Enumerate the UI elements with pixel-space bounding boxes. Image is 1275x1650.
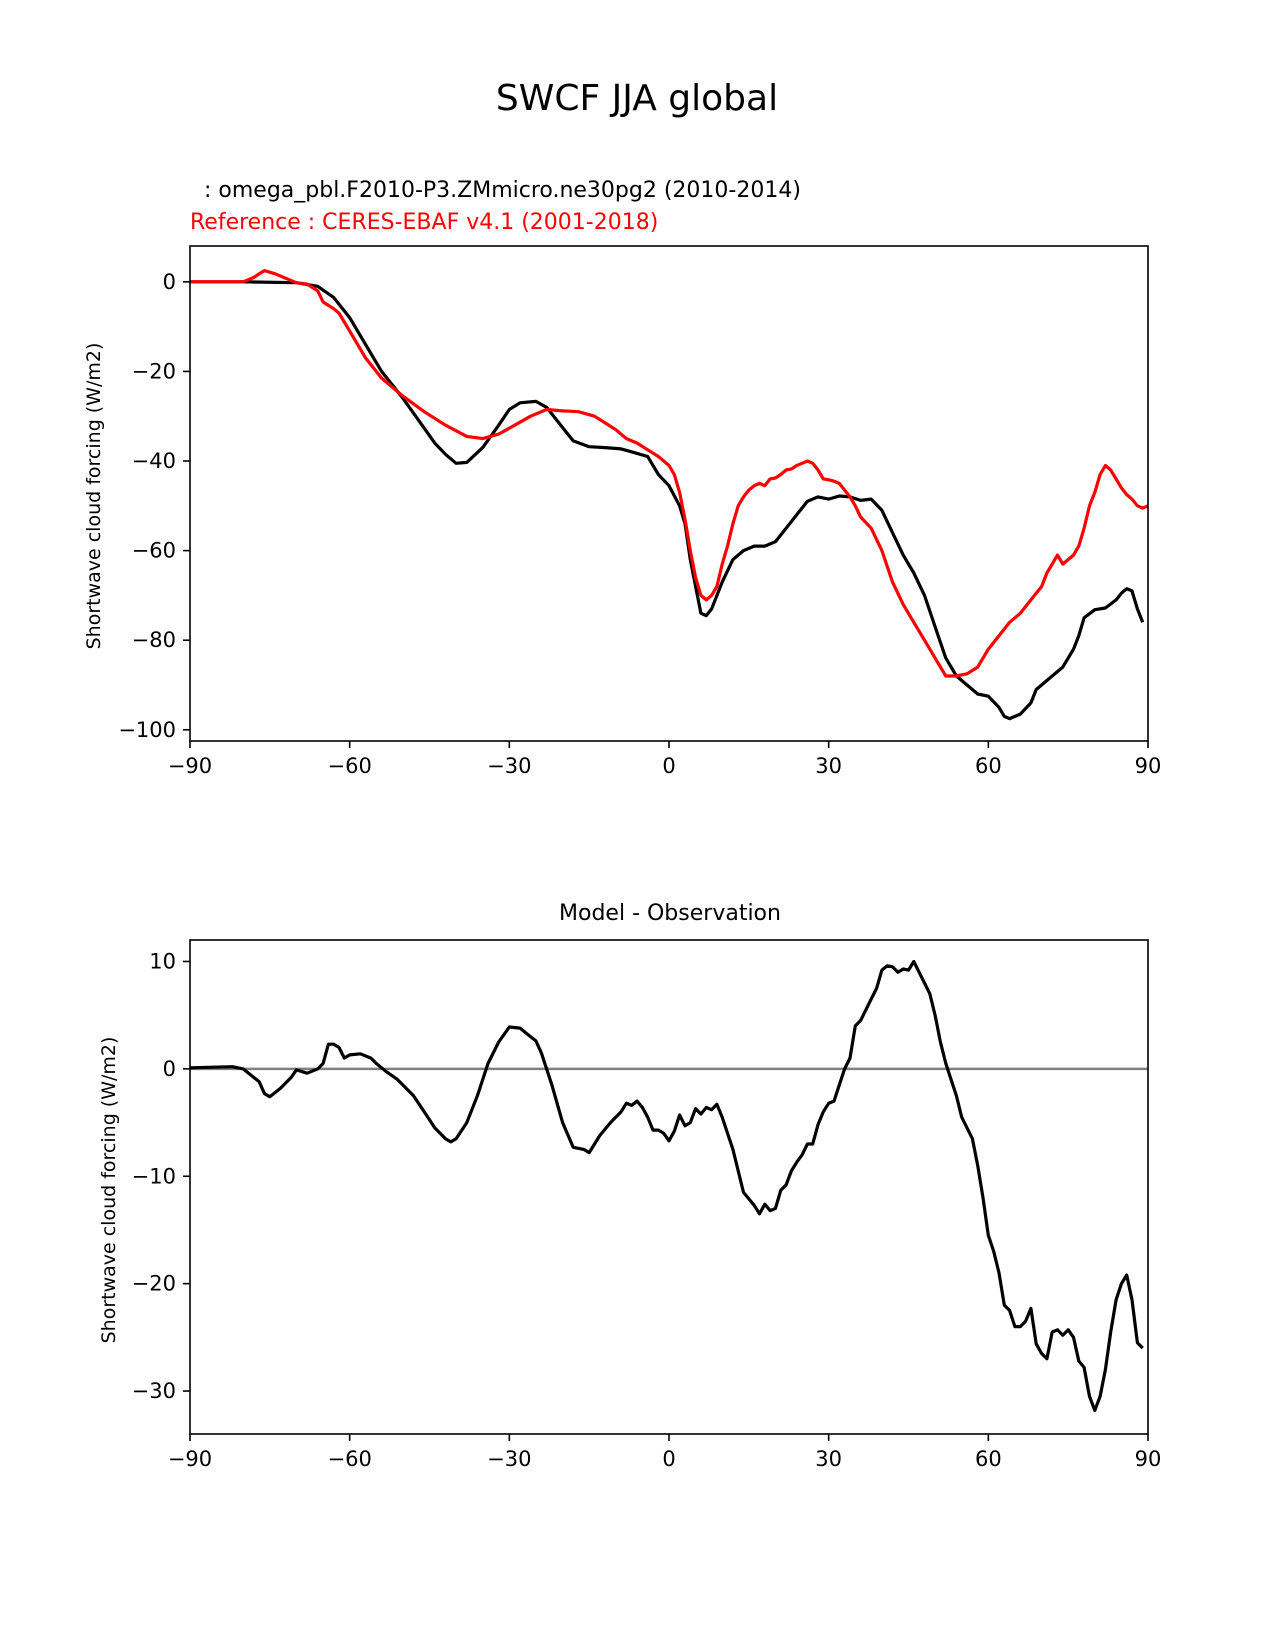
top-series-reference xyxy=(190,269,1149,678)
bottom-x-tick-label: 0 xyxy=(662,1447,675,1471)
bottom-x-tick-label: −60 xyxy=(328,1447,372,1471)
bottom-chart: Model - Observation Shortwave cloud forc… xyxy=(98,901,1161,1471)
bottom-x-tick-label: 90 xyxy=(1135,1447,1162,1471)
reference-legend-label: Reference : CERES-EBAF v4.1 (2001-2018) xyxy=(190,210,658,235)
top-x-tick-label: −60 xyxy=(328,754,372,778)
bottom-x-tick-label: 60 xyxy=(975,1447,1002,1471)
bottom-y-tick-label: 0 xyxy=(163,1057,176,1081)
bottom-y-tick-label: −30 xyxy=(132,1379,176,1403)
bottom-x-tick-label: 30 xyxy=(815,1447,842,1471)
top-y-tick-label: −100 xyxy=(118,718,176,742)
top-x-tick-label: −30 xyxy=(487,754,531,778)
top-y-tick-label: −80 xyxy=(132,628,176,652)
top-y-tick-label: 0 xyxy=(163,270,176,294)
top-y-tick-label: −40 xyxy=(132,449,176,473)
top-plot-frame xyxy=(189,245,1149,742)
bottom-y-tick-label: 10 xyxy=(149,949,176,973)
top-series-model xyxy=(190,280,1145,721)
test-legend-label: : omega_pbl.F2010-P3.ZMmicro.ne30pg2 (20… xyxy=(190,178,801,203)
top-y-tick-label: −60 xyxy=(132,539,176,563)
top-x-tick-label: 30 xyxy=(815,754,842,778)
top-y-axis-label: Shortwave cloud forcing (W/m2) xyxy=(83,343,105,650)
bottom-x-tick-label: −30 xyxy=(487,1447,531,1471)
bottom-chart-title: Model - Observation xyxy=(559,901,781,926)
bottom-plot-frame xyxy=(189,939,1149,1435)
bottom-x-tick-label: −90 xyxy=(168,1447,212,1471)
top-x-tick-label: 60 xyxy=(975,754,1002,778)
bottom-y-tick-label: −10 xyxy=(132,1164,176,1188)
top-x-tick-label: 0 xyxy=(662,754,675,778)
bottom-y-axis-label: Shortwave cloud forcing (W/m2) xyxy=(98,1037,120,1344)
top-x-tick-label: −90 xyxy=(168,754,212,778)
top-y-tick-label: −20 xyxy=(132,359,176,383)
bottom-series-difference xyxy=(189,959,1144,1412)
figure-title: SWCF JJA global xyxy=(496,78,778,119)
top-x-tick-label: 90 xyxy=(1135,754,1162,778)
bottom-y-tick-label: −20 xyxy=(132,1272,176,1296)
top-chart: : omega_pbl.F2010-P3.ZMmicro.ne30pg2 (20… xyxy=(83,178,1161,778)
